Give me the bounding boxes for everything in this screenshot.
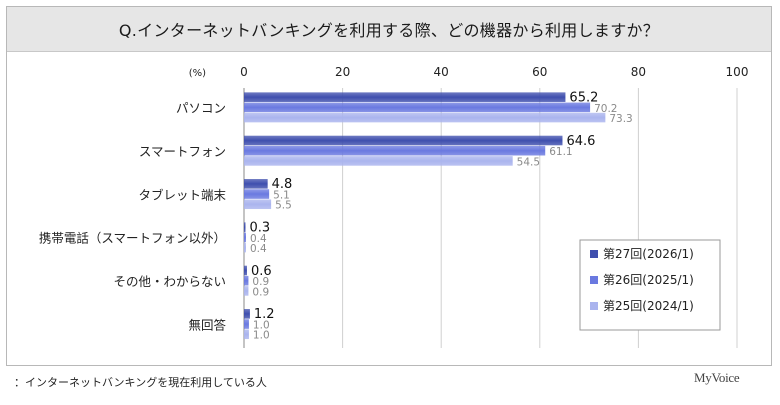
data-label: 0.4: [250, 233, 267, 245]
data-label: 73.3: [609, 113, 632, 125]
bar-1-1: [244, 92, 566, 102]
bar-3-1: [244, 112, 606, 123]
category-label: その他・わからない: [113, 274, 226, 289]
legend-entry: 第25回(2024/1): [603, 299, 694, 313]
bar-1-3: [244, 179, 268, 189]
chart-title: Q.インターネットバンキングを利用する際、どの機器から利用しますか？: [118, 21, 660, 40]
category-label: パソコン: [176, 101, 226, 116]
bar-2-6: [244, 319, 249, 329]
unit-label: (%): [189, 68, 206, 79]
data-label: 64.6: [566, 134, 595, 149]
title-bar: Q.インターネットバンキングを利用する際、どの機器から利用しますか？: [7, 7, 771, 52]
legend-swatch: [590, 302, 598, 310]
x-tick-label: 20: [335, 65, 350, 79]
bar-2-1: [244, 102, 591, 113]
legend-entry: 第27回(2026/1): [603, 247, 694, 261]
bar-2-5: [244, 275, 249, 286]
legend-entry: 第26回(2025/1): [603, 273, 694, 287]
bar-2-3: [244, 189, 270, 199]
data-label: 5.1: [273, 189, 290, 201]
category-label: スマートフォン: [139, 144, 226, 159]
bar-2-4: [244, 232, 246, 243]
bar-1-6: [244, 309, 250, 319]
data-label: 65.2: [569, 91, 598, 106]
data-label: 0.3: [250, 221, 271, 236]
x-tick-label: 100: [726, 65, 749, 79]
data-label: 1.0: [253, 319, 270, 331]
bar-3-5: [244, 286, 249, 296]
data-label: 0.9: [252, 286, 269, 298]
x-tick-label: 40: [434, 65, 449, 79]
data-label: 4.8: [272, 177, 293, 192]
data-label: 70.2: [594, 103, 617, 115]
bar-1-4: [244, 222, 246, 232]
data-label: 0.9: [252, 276, 269, 288]
data-label: 61.1: [549, 146, 572, 158]
bar-3-6: [244, 329, 249, 340]
bar-2-2: [244, 145, 546, 156]
bar-3-4: [244, 242, 246, 253]
bar-1-2: [244, 135, 563, 146]
data-label: 1.2: [254, 307, 275, 322]
category-label: 無回答: [188, 317, 226, 332]
bar-3-3: [244, 199, 272, 210]
footnote: ：インターネットバンキングを現在利用している人: [14, 376, 267, 389]
chart-frame: Q.インターネットバンキングを利用する際、どの機器から利用しますか？: [6, 6, 772, 366]
x-tick-label: 80: [631, 65, 646, 79]
data-label: 0.4: [250, 243, 267, 255]
category-label: 携帯電話（スマートフォン以外）: [39, 231, 226, 246]
bar-1-5: [244, 265, 247, 276]
legend-swatch: [590, 276, 598, 284]
myvoice-logo: MyVoice: [694, 370, 740, 385]
category-label: タブレット端末: [138, 187, 226, 202]
data-label: 0.6: [251, 264, 272, 279]
x-tick-label: 0: [240, 65, 248, 79]
x-tick-label: 60: [532, 65, 547, 79]
data-label: 5.5: [275, 200, 292, 212]
data-label: 1.0: [253, 330, 270, 342]
data-label: 54.5: [517, 156, 540, 168]
legend-swatch: [590, 250, 598, 258]
bar-3-2: [244, 156, 513, 166]
legend-box: [579, 239, 721, 331]
